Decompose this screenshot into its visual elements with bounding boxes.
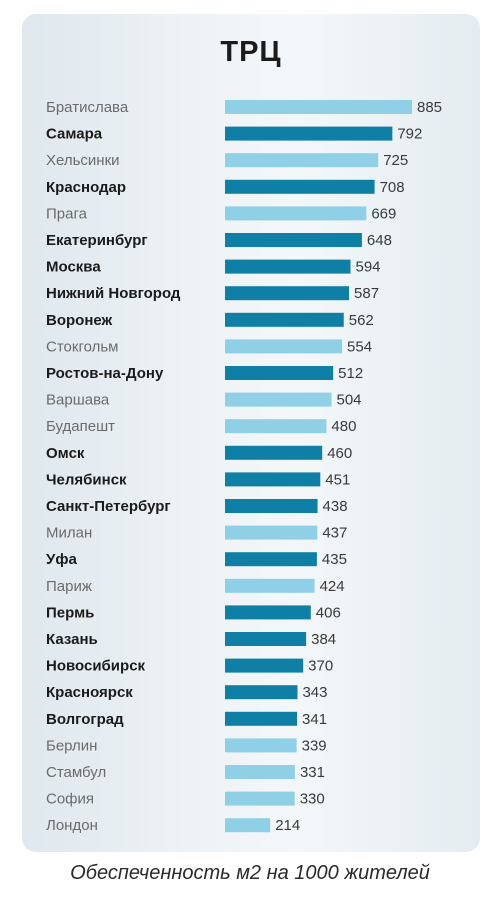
category-label: Москва bbox=[46, 259, 101, 276]
value-label: 554 bbox=[347, 338, 372, 355]
bar bbox=[225, 419, 327, 434]
category-label: Волгоград bbox=[46, 711, 124, 728]
category-label: Омск bbox=[46, 445, 85, 462]
category-label: Будапешт bbox=[46, 418, 115, 435]
category-label: Хельсинки bbox=[46, 152, 120, 169]
category-label: Берлин bbox=[46, 737, 97, 754]
category-label: Санкт-Петербург bbox=[46, 498, 171, 515]
value-label: 370 bbox=[308, 658, 333, 675]
bar bbox=[225, 685, 298, 700]
category-label: Пермь bbox=[46, 604, 94, 621]
bar bbox=[225, 286, 350, 301]
value-label: 330 bbox=[300, 791, 325, 808]
bar bbox=[225, 153, 379, 168]
chart-title: ТРЦ bbox=[220, 36, 282, 68]
value-label: 885 bbox=[417, 99, 442, 116]
category-label: Воронеж bbox=[46, 312, 113, 329]
bar bbox=[225, 366, 334, 380]
value-label: 512 bbox=[338, 365, 363, 382]
category-label: Екатеринбург bbox=[46, 232, 148, 249]
bar bbox=[225, 552, 317, 567]
category-label: Стамбул bbox=[46, 764, 106, 781]
bar bbox=[225, 765, 295, 779]
value-label: 339 bbox=[302, 737, 327, 754]
bar bbox=[225, 233, 362, 247]
value-label: 460 bbox=[327, 445, 352, 462]
category-label: Братислава bbox=[46, 99, 129, 116]
value-label: 331 bbox=[300, 764, 325, 781]
value-label: 435 bbox=[322, 551, 347, 568]
bar bbox=[225, 499, 318, 513]
bar bbox=[225, 791, 295, 806]
bar bbox=[225, 578, 315, 593]
bar bbox=[225, 339, 343, 354]
value-label: 424 bbox=[320, 578, 345, 595]
category-label: Ростов-на-Дону bbox=[46, 365, 164, 382]
category-label: Уфа bbox=[46, 551, 77, 568]
value-label: 669 bbox=[371, 205, 396, 222]
bar bbox=[225, 392, 332, 407]
value-label: 708 bbox=[380, 179, 405, 196]
value-label: 725 bbox=[383, 152, 408, 169]
chart-footnote: Обеспеченность м2 на 1000 жителей bbox=[70, 862, 430, 884]
bar bbox=[225, 711, 298, 726]
bar bbox=[225, 445, 323, 460]
category-label: Новосибирск bbox=[46, 658, 146, 675]
value-label: 480 bbox=[331, 418, 356, 435]
bar bbox=[225, 206, 367, 221]
category-label: Варшава bbox=[46, 392, 110, 409]
value-label: 562 bbox=[349, 312, 374, 329]
bar bbox=[225, 525, 318, 540]
category-label: Самара bbox=[46, 126, 103, 143]
value-label: 384 bbox=[311, 631, 336, 648]
value-label: 406 bbox=[316, 604, 341, 621]
bar bbox=[225, 818, 271, 833]
bar bbox=[225, 632, 307, 646]
bar bbox=[225, 605, 311, 620]
bar bbox=[225, 658, 304, 673]
category-label: Стокгольм bbox=[46, 338, 118, 355]
category-label: Нижний Новгород bbox=[46, 285, 181, 302]
value-label: 437 bbox=[322, 525, 347, 542]
value-label: 343 bbox=[302, 684, 327, 701]
bar bbox=[225, 312, 344, 327]
bar bbox=[225, 738, 297, 753]
bar bbox=[225, 126, 393, 141]
category-label: София bbox=[46, 791, 94, 808]
value-label: 648 bbox=[367, 232, 392, 249]
category-label: Милан bbox=[46, 525, 92, 542]
value-label: 341 bbox=[302, 711, 327, 728]
bar bbox=[225, 100, 412, 114]
category-label: Челябинск bbox=[46, 471, 127, 488]
bar bbox=[225, 179, 375, 194]
value-label: 792 bbox=[397, 126, 422, 143]
value-label: 214 bbox=[275, 817, 300, 834]
value-label: 594 bbox=[356, 259, 381, 276]
value-label: 504 bbox=[336, 392, 361, 409]
value-label: 438 bbox=[323, 498, 348, 515]
bar bbox=[225, 472, 321, 487]
category-label: Прага bbox=[46, 205, 88, 222]
value-label: 587 bbox=[354, 285, 379, 302]
category-label: Лондон bbox=[46, 817, 98, 834]
category-label: Краснодар bbox=[46, 179, 126, 196]
category-label: Париж bbox=[46, 578, 92, 595]
bar bbox=[225, 259, 351, 274]
category-label: Казань bbox=[46, 631, 98, 648]
value-label: 451 bbox=[325, 471, 350, 488]
category-label: Красноярск bbox=[46, 684, 133, 701]
